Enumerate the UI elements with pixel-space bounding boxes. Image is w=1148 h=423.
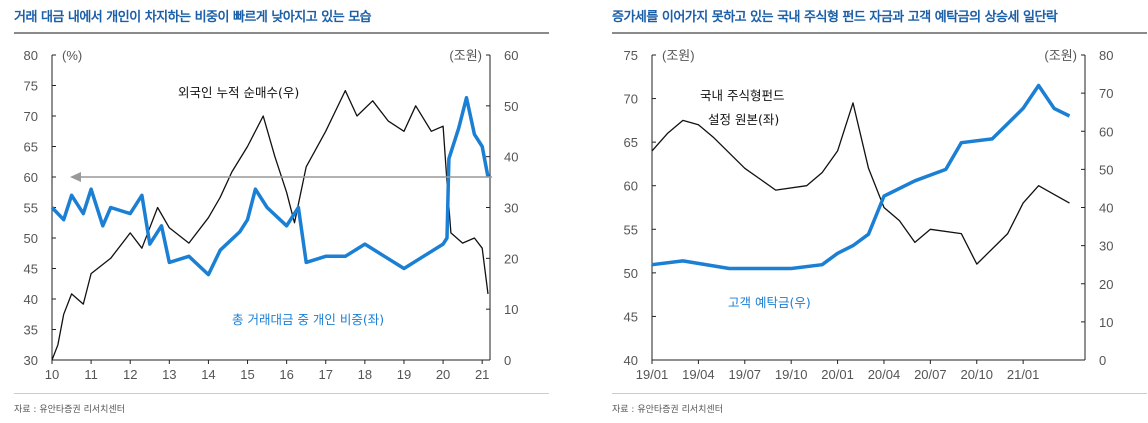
x-tick-label: 20/07 xyxy=(914,367,947,382)
x-tick-label: 21/01 xyxy=(1007,367,1040,382)
left-tick-label: 75 xyxy=(624,48,638,63)
x-tick-label: 17 xyxy=(319,367,333,382)
source-note: 자료 : 유안타증권 리서치센터 xyxy=(14,405,125,415)
right-tick-label: 40 xyxy=(504,150,518,165)
left-unit-label: (조원) xyxy=(662,48,695,63)
right-tick-label: 10 xyxy=(1099,315,1113,330)
x-tick-label: 13 xyxy=(162,367,176,382)
right-tick-label: 40 xyxy=(1099,201,1113,216)
series-line xyxy=(51,89,489,361)
x-tick-label: 11 xyxy=(84,367,98,382)
right-tick-label: 50 xyxy=(1099,162,1113,177)
series-line xyxy=(50,95,490,277)
x-tick-label: 20 xyxy=(436,367,450,382)
series-label: 고객 예탁금(우) xyxy=(728,295,811,310)
arrow-head-icon xyxy=(70,172,81,182)
left-tick-label: 70 xyxy=(24,109,38,124)
left-tick-label: 50 xyxy=(24,231,38,246)
left-tick-label: 35 xyxy=(24,323,38,338)
x-tick-label: 15 xyxy=(240,367,254,382)
x-tick-label: 18 xyxy=(358,367,372,382)
left-unit-label: (%) xyxy=(62,48,82,63)
x-tick-label: 20/04 xyxy=(868,367,901,382)
left-tick-label: 60 xyxy=(24,170,38,185)
x-tick-label: 19/07 xyxy=(729,367,762,382)
left-tick-label: 55 xyxy=(624,222,638,237)
left-tick-label: 65 xyxy=(624,135,638,150)
series-line xyxy=(651,83,1071,271)
left-tick-label: 40 xyxy=(624,353,638,368)
x-tick-label: 20/10 xyxy=(960,367,993,382)
left-panel: 거래 대금 내에서 개인이 차지하는 비중이 빠르게 낮아지고 있는 모습 자료… xyxy=(14,0,574,423)
right-tick-label: 80 xyxy=(1099,48,1113,63)
divider xyxy=(612,393,1147,394)
series-line xyxy=(651,102,1070,265)
left-tick-label: 30 xyxy=(24,353,38,368)
left-tick-label: 55 xyxy=(24,201,38,216)
right-tick-label: 70 xyxy=(1099,86,1113,101)
x-tick-label: 19/04 xyxy=(682,367,715,382)
left-tick-label: 80 xyxy=(24,48,38,63)
left-tick-label: 70 xyxy=(624,92,638,107)
x-tick-label: 10 xyxy=(45,367,59,382)
right-tick-label: 20 xyxy=(504,251,518,266)
divider xyxy=(612,32,1147,34)
left-tick-label: 40 xyxy=(24,292,38,307)
x-tick-label: 19/10 xyxy=(775,367,808,382)
series-label: 설정 원본(좌) xyxy=(708,112,779,127)
left-tick-label: 50 xyxy=(624,266,638,281)
source-note: 자료 : 유안타증권 리서치센터 xyxy=(612,405,723,415)
x-tick-label: 20/01 xyxy=(821,367,854,382)
chart-title: 거래 대금 내에서 개인이 차지하는 비중이 빠르게 낮아지고 있는 모습 xyxy=(14,10,372,25)
x-tick-label: 14 xyxy=(201,367,215,382)
right-tick-label: 10 xyxy=(504,302,518,317)
left-tick-label: 60 xyxy=(624,179,638,194)
divider xyxy=(14,32,549,34)
right-tick-label: 0 xyxy=(1099,353,1106,368)
right-tick-label: 50 xyxy=(504,99,518,114)
x-tick-label: 19 xyxy=(397,367,411,382)
right-panel: 증가세를 이어가지 못하고 있는 국내 주식형 펀드 자금과 고객 예탁금의 상… xyxy=(612,0,1148,423)
right-tick-label: 60 xyxy=(504,48,518,63)
right-tick-label: 30 xyxy=(504,201,518,216)
left-tick-label: 65 xyxy=(24,140,38,155)
right-tick-label: 20 xyxy=(1099,277,1113,292)
right-unit-label: (조원) xyxy=(449,48,482,63)
left-tick-label: 45 xyxy=(24,262,38,277)
right-tick-label: 30 xyxy=(1099,239,1113,254)
divider xyxy=(14,393,549,394)
series-label: 총 거래대금 중 개인 비중(좌) xyxy=(232,312,384,327)
chart-title: 증가세를 이어가지 못하고 있는 국내 주식형 펀드 자금과 고객 예탁금의 상… xyxy=(612,10,1058,25)
left-tick-label: 45 xyxy=(624,309,638,324)
x-tick-label: 19/01 xyxy=(636,367,669,382)
right-tick-label: 60 xyxy=(1099,124,1113,139)
left-tick-label: 75 xyxy=(24,79,38,94)
series-label: 외국인 누적 순매수(우) xyxy=(178,85,299,100)
right-tick-label: 0 xyxy=(504,353,511,368)
series-label: 국내 주식형펀드 xyxy=(700,88,784,103)
right-unit-label: (조원) xyxy=(1044,48,1077,63)
x-tick-label: 16 xyxy=(279,367,293,382)
x-tick-label: 21 xyxy=(475,367,489,382)
x-tick-label: 12 xyxy=(123,367,137,382)
